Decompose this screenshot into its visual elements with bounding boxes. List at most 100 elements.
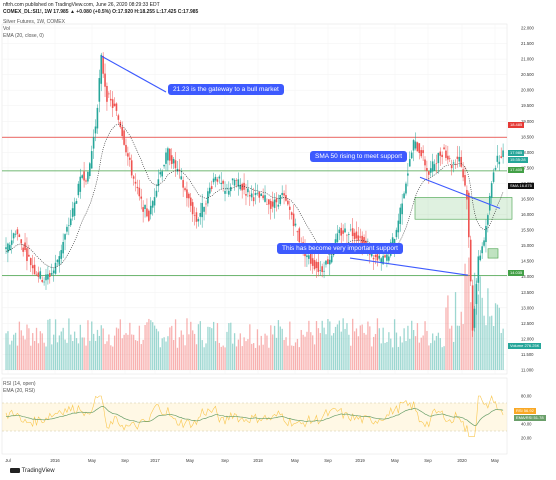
rsi-tag: RSI 56.92	[514, 408, 536, 414]
volume-bar	[20, 330, 22, 370]
x-tick-label: 2017	[150, 458, 160, 463]
candle-body	[54, 262, 57, 274]
volume-bar	[342, 318, 344, 370]
candle-body	[197, 219, 200, 222]
candle-body	[469, 239, 472, 282]
volume-bar	[374, 333, 377, 370]
candle-body	[111, 99, 114, 108]
volume-bar	[159, 347, 161, 370]
candle-body	[212, 178, 215, 183]
candle-body	[35, 274, 38, 276]
support-zone-box	[414, 197, 513, 220]
volume-bar	[472, 306, 474, 370]
candle-body	[488, 195, 491, 211]
candle-body	[351, 228, 354, 237]
x-tick-label: May	[391, 458, 400, 463]
y-tick-label: 19.000	[521, 119, 534, 124]
volume-bar	[68, 318, 70, 370]
volume-bar	[298, 347, 301, 370]
volume-bar	[178, 337, 181, 370]
candle-body	[271, 201, 274, 207]
volume-bar	[294, 342, 297, 370]
candle-body	[475, 284, 478, 304]
candle-body	[448, 157, 451, 159]
candle-body	[468, 192, 470, 238]
volume-bar	[13, 334, 15, 370]
volume-bar	[397, 346, 400, 370]
candle-body	[481, 246, 483, 254]
candle-body	[109, 98, 112, 101]
price-tag-green: 17.405	[508, 167, 525, 173]
candle-body	[342, 230, 344, 234]
candle-body	[359, 236, 362, 238]
candle-body	[189, 197, 192, 206]
candle-body	[231, 178, 234, 181]
candle-body	[151, 201, 154, 208]
y-tick-label: 22.000	[521, 26, 534, 31]
volume-bar	[279, 326, 281, 370]
candle-body	[378, 255, 381, 259]
volume-bar	[163, 337, 165, 370]
candle-body	[56, 259, 59, 263]
candle-body	[418, 143, 421, 154]
volume-bar	[56, 342, 59, 370]
volume-bar	[420, 337, 422, 370]
volume-bar	[205, 343, 207, 370]
candle-body	[123, 130, 125, 145]
trendline-gateway	[100, 55, 167, 93]
candle-body	[68, 225, 70, 226]
candle-body	[153, 197, 156, 206]
volume-bar	[134, 340, 137, 370]
candle-body	[460, 156, 462, 167]
volume-bar	[216, 323, 219, 370]
volume-bar	[43, 342, 45, 370]
volume-bar	[165, 341, 167, 370]
candle-body	[492, 172, 495, 182]
candle-body	[199, 213, 202, 217]
volume-bar	[237, 339, 240, 370]
candle-body	[349, 229, 352, 231]
candle-body	[89, 163, 91, 177]
candle-body	[49, 273, 51, 277]
volume-bar	[491, 315, 493, 370]
volume-bar	[292, 345, 295, 370]
candle-body	[214, 176, 217, 181]
volume-bar	[83, 337, 85, 370]
volume-bar	[152, 322, 154, 370]
volume-bar	[416, 323, 419, 370]
volume-bar	[186, 318, 188, 370]
candle-body	[186, 189, 188, 199]
volume-bar	[331, 335, 333, 370]
volume-bar	[439, 338, 441, 370]
candle-body	[127, 153, 129, 157]
candle-body	[294, 223, 297, 226]
volume-bar	[115, 327, 118, 370]
volume-bar	[197, 324, 200, 370]
candle-body	[24, 242, 26, 250]
volume-bar	[350, 345, 352, 370]
candle-body	[435, 163, 438, 164]
volume-bar	[37, 343, 40, 370]
candle-body	[462, 169, 464, 178]
tradingview-logo: TradingView	[10, 468, 55, 474]
candle-body	[176, 168, 179, 172]
volume-bar	[382, 327, 384, 370]
candle-body	[454, 164, 457, 165]
volume-bar	[146, 322, 148, 370]
annotation-gateway: 21.23 is the gateway to a bull market	[168, 84, 284, 95]
candle-body	[308, 255, 310, 259]
candle-body	[433, 164, 436, 171]
volume-bar	[121, 338, 123, 370]
volume-bar	[432, 333, 434, 370]
volume-bar	[424, 321, 426, 370]
volume-bar	[214, 341, 217, 370]
candle-body	[445, 150, 447, 158]
volume-bar	[365, 334, 367, 370]
rsi-pane	[1, 377, 508, 455]
ema-line	[5, 123, 504, 269]
candle-body	[149, 205, 152, 215]
candle-body	[296, 231, 299, 233]
rsi-tick-label: 20.00	[521, 436, 532, 441]
volume-bar	[32, 333, 34, 370]
candle-body	[100, 54, 103, 84]
